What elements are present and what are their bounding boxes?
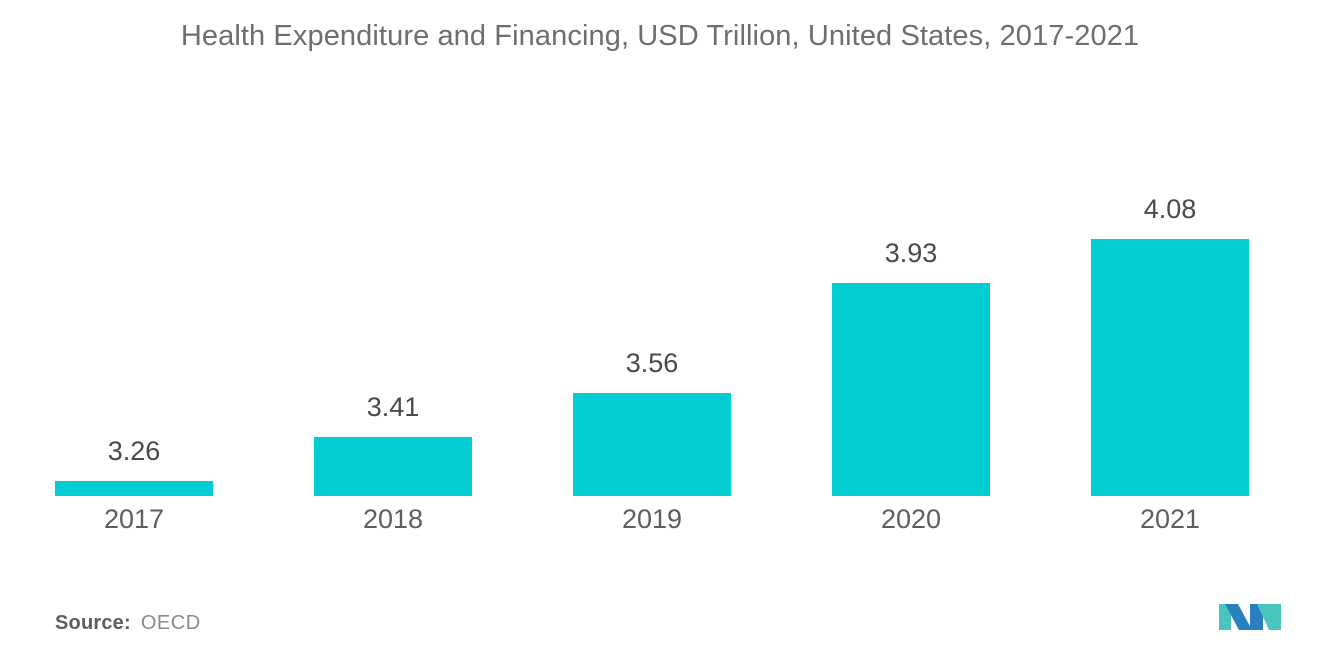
bar-group: 3.26 2017 bbox=[55, 438, 213, 533]
source-line: Source: OECD bbox=[55, 613, 201, 633]
bar-value-label-2020: 3.93 bbox=[884, 238, 938, 269]
x-axis-label-2018: 2018 bbox=[362, 504, 424, 534]
bar-value-label-2017: 3.26 bbox=[107, 436, 161, 467]
x-axis-label-2019: 2019 bbox=[621, 504, 683, 534]
bar-value-label-2021: 4.08 bbox=[1143, 194, 1197, 224]
bar-group: 3.41 2018 bbox=[314, 393, 472, 533]
bar-value-label-2018: 3.41 bbox=[366, 391, 420, 422]
x-axis-label-2021: 2021 bbox=[1139, 504, 1201, 534]
bar-group: 4.08 2021 bbox=[1091, 196, 1249, 533]
x-axis-label-2020: 2020 bbox=[880, 504, 942, 534]
bar-2020[interactable] bbox=[832, 283, 990, 496]
bar-value-label-2019: 3.56 bbox=[625, 347, 679, 378]
x-axis-label-2017: 2017 bbox=[103, 504, 165, 534]
mordor-intelligence-logo bbox=[1219, 600, 1281, 634]
bar-2018[interactable] bbox=[314, 436, 472, 496]
source-label: Source: bbox=[55, 612, 131, 634]
bar-2021[interactable] bbox=[1091, 239, 1249, 496]
bar-2017[interactable] bbox=[55, 481, 213, 496]
bar-group: 3.93 2020 bbox=[832, 240, 990, 533]
bar-group: 3.56 2019 bbox=[573, 349, 731, 533]
chart-title: Health Expenditure and Financing, USD Tr… bbox=[180, 20, 1140, 52]
bar-2019[interactable] bbox=[573, 392, 731, 496]
source-value: OECD bbox=[140, 612, 201, 634]
